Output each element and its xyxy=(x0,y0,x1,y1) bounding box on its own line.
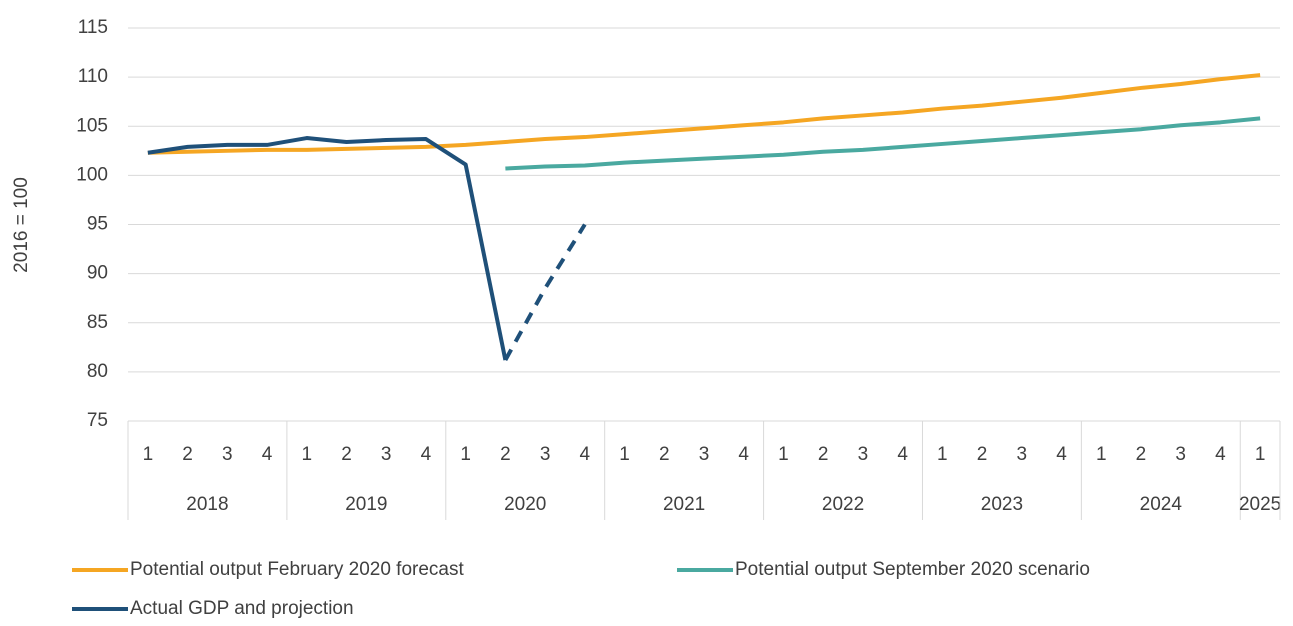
legend-label: Potential output September 2020 scenario xyxy=(735,559,1090,580)
legend-label: Potential output February 2020 forecast xyxy=(130,559,464,580)
x-tick-label: 4 xyxy=(580,444,591,465)
y-tick-label: 100 xyxy=(76,164,108,185)
y-tick-label: 80 xyxy=(87,361,108,382)
legend-label: Actual GDP and projection xyxy=(130,598,354,619)
y-tick-label: 105 xyxy=(76,115,108,136)
x-tick-label: 3 xyxy=(1175,444,1186,465)
y-tick-label: 90 xyxy=(87,263,108,284)
x-tick-label: 1 xyxy=(937,444,948,465)
y-tick-label: 115 xyxy=(78,17,108,38)
x-group-label: 2018 xyxy=(186,494,228,515)
x-tick-label: 2 xyxy=(182,444,193,465)
x-group-label: 2023 xyxy=(981,494,1023,515)
x-tick-label: 2 xyxy=(659,444,670,465)
x-group-label: 2020 xyxy=(504,494,546,515)
x-tick-label: 3 xyxy=(540,444,551,465)
x-tick-label: 1 xyxy=(460,444,471,465)
x-tick-label: 1 xyxy=(1255,444,1266,465)
x-tick-label: 3 xyxy=(699,444,710,465)
x-group-label: 2021 xyxy=(663,494,705,515)
y-tick-label: 95 xyxy=(87,214,108,235)
x-tick-label: 4 xyxy=(897,444,908,465)
x-tick-label: 2 xyxy=(977,444,988,465)
x-group-label: 2022 xyxy=(822,494,864,515)
x-tick-label: 2 xyxy=(500,444,511,465)
x-tick-label: 1 xyxy=(301,444,312,465)
x-tick-label: 3 xyxy=(381,444,392,465)
x-tick-label: 2 xyxy=(341,444,352,465)
series-line xyxy=(505,116,1261,171)
x-group-label: 2025 xyxy=(1239,494,1281,515)
x-tick-label: 1 xyxy=(619,444,630,465)
y-tick-label: 110 xyxy=(78,66,108,87)
x-tick-label: 4 xyxy=(1056,444,1067,465)
x-tick-label: 3 xyxy=(222,444,233,465)
series-line xyxy=(147,136,508,361)
x-tick-label: 1 xyxy=(1096,444,1107,465)
x-tick-label: 2 xyxy=(1136,444,1147,465)
x-tick-label: 4 xyxy=(262,444,273,465)
x-tick-label: 4 xyxy=(738,444,749,465)
series-line xyxy=(503,223,587,362)
x-tick-label: 4 xyxy=(421,444,432,465)
x-group-label: 2019 xyxy=(345,494,387,515)
x-tick-label: 3 xyxy=(1017,444,1028,465)
y-tick-label: 85 xyxy=(87,312,108,333)
x-tick-label: 3 xyxy=(858,444,869,465)
x-tick-label: 2 xyxy=(818,444,829,465)
x-tick-label: 1 xyxy=(143,444,154,465)
x-tick-label: 1 xyxy=(778,444,789,465)
series-line xyxy=(147,73,1261,155)
y-axis-label: 2016 = 100 xyxy=(11,177,32,273)
x-tick-label: 4 xyxy=(1215,444,1226,465)
y-tick-label: 75 xyxy=(87,410,108,431)
x-group-label: 2024 xyxy=(1140,494,1183,515)
